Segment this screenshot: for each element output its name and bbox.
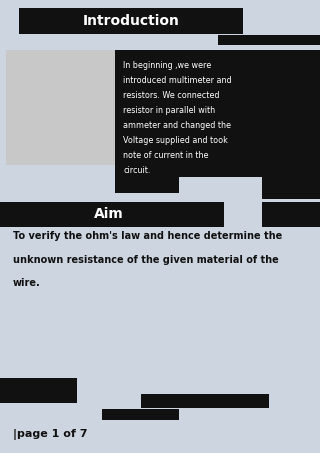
- Text: Voltage supplied and took: Voltage supplied and took: [123, 136, 228, 145]
- Bar: [115, 50, 320, 177]
- Text: introduced multimeter and: introduced multimeter and: [123, 76, 232, 85]
- Text: Introduction: Introduction: [83, 14, 180, 28]
- Bar: [141, 394, 269, 408]
- Bar: [115, 174, 179, 193]
- Text: note of current in the: note of current in the: [123, 151, 209, 160]
- Bar: [0, 378, 77, 403]
- Bar: [19, 8, 243, 34]
- Bar: [0, 202, 224, 226]
- Bar: [224, 206, 262, 222]
- Bar: [262, 159, 320, 199]
- Bar: [102, 409, 179, 420]
- Text: To verify the ohm's law and hence determine the: To verify the ohm's law and hence determ…: [13, 231, 282, 241]
- Text: ammeter and changed the: ammeter and changed the: [123, 121, 231, 130]
- Text: In beginning ,we were: In beginning ,we were: [123, 61, 212, 70]
- Text: |page 1 of 7: |page 1 of 7: [13, 429, 87, 440]
- Text: wire.: wire.: [13, 278, 41, 288]
- Bar: [6, 50, 141, 165]
- Bar: [179, 177, 262, 188]
- Bar: [218, 35, 320, 45]
- Bar: [19, 34, 122, 48]
- Bar: [262, 202, 320, 226]
- Text: Aim: Aim: [94, 207, 124, 221]
- Text: circuit.: circuit.: [123, 166, 151, 175]
- Text: unknown resistance of the given material of the: unknown resistance of the given material…: [13, 255, 278, 265]
- Text: resistor in parallel with: resistor in parallel with: [123, 106, 215, 115]
- Text: resistors. We connected: resistors. We connected: [123, 91, 220, 100]
